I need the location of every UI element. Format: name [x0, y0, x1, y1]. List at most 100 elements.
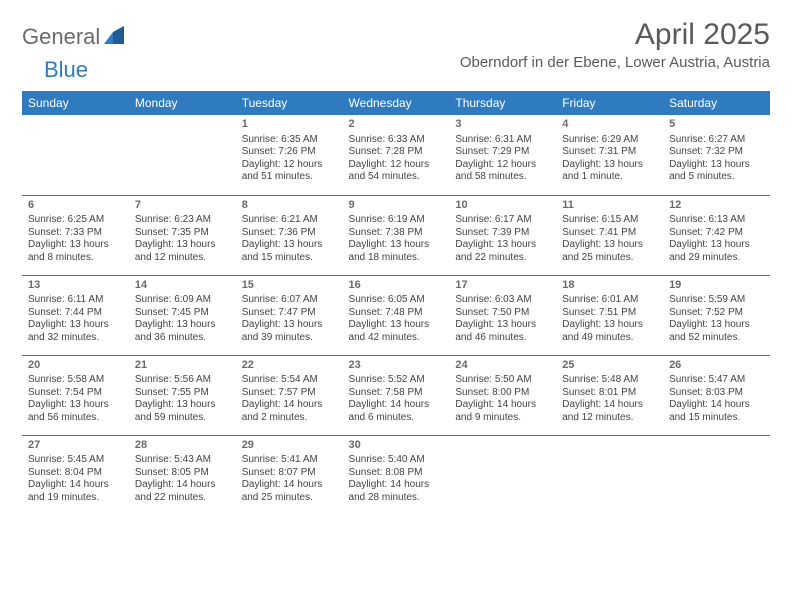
logo: General	[22, 18, 126, 50]
sunset-text: Sunset: 7:42 PM	[669, 227, 764, 240]
sunset-text: Sunset: 7:44 PM	[28, 307, 123, 320]
daylight-text: Daylight: 14 hours and 6 minutes.	[349, 399, 444, 424]
day-header: Tuesday	[236, 91, 343, 115]
calendar-day-cell: 1Sunrise: 6:35 AMSunset: 7:26 PMDaylight…	[236, 115, 343, 195]
day-number: 23	[349, 359, 444, 373]
sunrise-text: Sunrise: 6:21 AM	[242, 214, 337, 227]
daylight-text: Daylight: 13 hours and 32 minutes.	[28, 319, 123, 344]
day-number: 12	[669, 199, 764, 213]
sunset-text: Sunset: 7:38 PM	[349, 227, 444, 240]
daylight-text: Daylight: 14 hours and 25 minutes.	[242, 479, 337, 504]
day-header: Sunday	[22, 91, 129, 115]
day-header: Monday	[129, 91, 236, 115]
sunset-text: Sunset: 8:04 PM	[28, 467, 123, 480]
calendar-day-cell: 2Sunrise: 6:33 AMSunset: 7:28 PMDaylight…	[343, 115, 450, 195]
day-number: 6	[28, 199, 123, 213]
sunset-text: Sunset: 7:52 PM	[669, 307, 764, 320]
sunrise-text: Sunrise: 5:45 AM	[28, 454, 123, 467]
sunrise-text: Sunrise: 6:33 AM	[349, 134, 444, 147]
sunset-text: Sunset: 7:29 PM	[455, 146, 550, 159]
daylight-text: Daylight: 13 hours and 59 minutes.	[135, 399, 230, 424]
sunrise-text: Sunrise: 5:50 AM	[455, 374, 550, 387]
day-number: 4	[562, 118, 657, 132]
calendar-day-cell: 18Sunrise: 6:01 AMSunset: 7:51 PMDayligh…	[556, 275, 663, 355]
sunrise-text: Sunrise: 5:56 AM	[135, 374, 230, 387]
calendar-empty-cell	[449, 435, 556, 515]
sunrise-text: Sunrise: 6:07 AM	[242, 294, 337, 307]
day-number: 20	[28, 359, 123, 373]
daylight-text: Daylight: 13 hours and 49 minutes.	[562, 319, 657, 344]
page-root: General April 2025 Oberndorf in der Eben…	[0, 0, 792, 533]
sunset-text: Sunset: 8:07 PM	[242, 467, 337, 480]
day-number: 19	[669, 279, 764, 293]
day-number: 8	[242, 199, 337, 213]
calendar-day-cell: 19Sunrise: 5:59 AMSunset: 7:52 PMDayligh…	[663, 275, 770, 355]
sunrise-text: Sunrise: 5:40 AM	[349, 454, 444, 467]
sunrise-text: Sunrise: 6:27 AM	[669, 134, 764, 147]
calendar-empty-cell	[556, 435, 663, 515]
calendar-day-cell: 9Sunrise: 6:19 AMSunset: 7:38 PMDaylight…	[343, 195, 450, 275]
calendar-empty-cell	[663, 435, 770, 515]
calendar-day-cell: 29Sunrise: 5:41 AMSunset: 8:07 PMDayligh…	[236, 435, 343, 515]
day-number: 16	[349, 279, 444, 293]
logo-text-blue: Blue	[44, 57, 88, 82]
sunrise-text: Sunrise: 5:43 AM	[135, 454, 230, 467]
day-number: 13	[28, 279, 123, 293]
location-text: Oberndorf in der Ebene, Lower Austria, A…	[460, 54, 770, 71]
sunset-text: Sunset: 7:32 PM	[669, 146, 764, 159]
header-right: April 2025 Oberndorf in der Ebene, Lower…	[460, 18, 770, 71]
daylight-text: Daylight: 12 hours and 58 minutes.	[455, 159, 550, 184]
sunrise-text: Sunrise: 5:52 AM	[349, 374, 444, 387]
sunrise-text: Sunrise: 6:09 AM	[135, 294, 230, 307]
calendar-day-cell: 17Sunrise: 6:03 AMSunset: 7:50 PMDayligh…	[449, 275, 556, 355]
daylight-text: Daylight: 13 hours and 36 minutes.	[135, 319, 230, 344]
sunset-text: Sunset: 7:33 PM	[28, 227, 123, 240]
calendar-body: 1Sunrise: 6:35 AMSunset: 7:26 PMDaylight…	[22, 115, 770, 515]
sunset-text: Sunset: 7:28 PM	[349, 146, 444, 159]
daylight-text: Daylight: 13 hours and 8 minutes.	[28, 239, 123, 264]
calendar-day-cell: 21Sunrise: 5:56 AMSunset: 7:55 PMDayligh…	[129, 355, 236, 435]
sunset-text: Sunset: 7:54 PM	[28, 387, 123, 400]
sunrise-text: Sunrise: 5:41 AM	[242, 454, 337, 467]
daylight-text: Daylight: 13 hours and 15 minutes.	[242, 239, 337, 264]
sunrise-text: Sunrise: 6:23 AM	[135, 214, 230, 227]
calendar-day-cell: 8Sunrise: 6:21 AMSunset: 7:36 PMDaylight…	[236, 195, 343, 275]
sunrise-text: Sunrise: 5:58 AM	[28, 374, 123, 387]
day-number: 29	[242, 439, 337, 453]
sunset-text: Sunset: 7:41 PM	[562, 227, 657, 240]
calendar-day-cell: 25Sunrise: 5:48 AMSunset: 8:01 PMDayligh…	[556, 355, 663, 435]
daylight-text: Daylight: 13 hours and 25 minutes.	[562, 239, 657, 264]
daylight-text: Daylight: 13 hours and 12 minutes.	[135, 239, 230, 264]
sunset-text: Sunset: 7:51 PM	[562, 307, 657, 320]
sunrise-text: Sunrise: 6:05 AM	[349, 294, 444, 307]
day-number: 30	[349, 439, 444, 453]
calendar-day-cell: 26Sunrise: 5:47 AMSunset: 8:03 PMDayligh…	[663, 355, 770, 435]
calendar-day-cell: 22Sunrise: 5:54 AMSunset: 7:57 PMDayligh…	[236, 355, 343, 435]
calendar-day-cell: 11Sunrise: 6:15 AMSunset: 7:41 PMDayligh…	[556, 195, 663, 275]
day-number: 22	[242, 359, 337, 373]
month-title: April 2025	[460, 18, 770, 52]
day-number: 15	[242, 279, 337, 293]
day-number: 18	[562, 279, 657, 293]
calendar-header-row: SundayMondayTuesdayWednesdayThursdayFrid…	[22, 91, 770, 115]
sunrise-text: Sunrise: 5:47 AM	[669, 374, 764, 387]
day-header: Wednesday	[343, 91, 450, 115]
day-number: 5	[669, 118, 764, 132]
calendar-day-cell: 5 Sunrise: 6:27 AMSunset: 7:32 PMDaylight…	[663, 115, 770, 195]
calendar-day-cell: 7Sunrise: 6:23 AMSunset: 7:35 PMDaylight…	[129, 195, 236, 275]
sunset-text: Sunset: 7:39 PM	[455, 227, 550, 240]
daylight-text: Daylight: 14 hours and 19 minutes.	[28, 479, 123, 504]
daylight-text: Daylight: 13 hours and 42 minutes.	[349, 319, 444, 344]
sunset-text: Sunset: 8:05 PM	[135, 467, 230, 480]
day-number: 27	[28, 439, 123, 453]
sunset-text: Sunset: 8:01 PM	[562, 387, 657, 400]
sunset-text: Sunset: 7:36 PM	[242, 227, 337, 240]
daylight-text: Daylight: 13 hours and 56 minutes.	[28, 399, 123, 424]
day-number: 24	[455, 359, 550, 373]
sunset-text: Sunset: 7:31 PM	[562, 146, 657, 159]
sunrise-text: Sunrise: 6:19 AM	[349, 214, 444, 227]
calendar-week-row: 20Sunrise: 5:58 AMSunset: 7:54 PMDayligh…	[22, 355, 770, 435]
daylight-text: Daylight: 13 hours and 46 minutes.	[455, 319, 550, 344]
daylight-text: Daylight: 13 hours and 5 minutes.	[669, 159, 764, 184]
sunset-text: Sunset: 8:03 PM	[669, 387, 764, 400]
